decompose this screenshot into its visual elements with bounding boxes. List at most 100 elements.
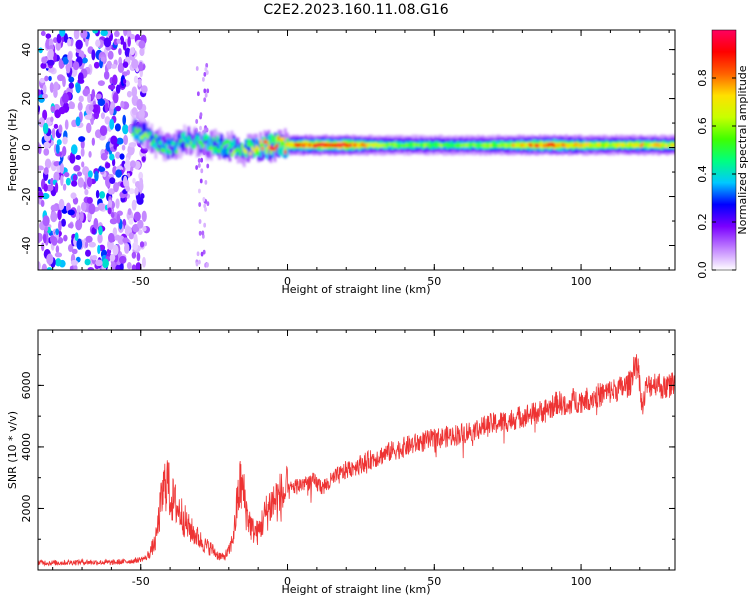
noise-blob: [107, 50, 114, 60]
ridge-cell: [228, 146, 232, 162]
ridge-cell: [131, 127, 135, 135]
ridge-cell: [222, 139, 226, 154]
noise-blob: [133, 211, 141, 222]
snr-x-axis-label: Height of straight line (km): [281, 583, 430, 596]
ridge-cell: [286, 138, 289, 146]
ridge-cell: [610, 142, 614, 147]
noise-blob: [100, 56, 106, 62]
noise-blob: [138, 61, 144, 72]
ridge-cell: [384, 143, 388, 148]
noise-blob: [38, 144, 42, 155]
ridge-cell: [473, 143, 476, 148]
ridge-cell: [584, 142, 587, 147]
ridge-cell: [479, 143, 482, 148]
ridge-cell: [210, 141, 213, 150]
ridge-cell: [292, 142, 295, 147]
ridge-cell: [431, 142, 435, 147]
ridge-cell: [353, 142, 357, 147]
ridge-cell: [645, 142, 649, 147]
noise-blob: [40, 62, 47, 69]
stripe-blob: [203, 97, 207, 103]
ridge-cell: [271, 135, 275, 143]
ridge-cell: [579, 143, 583, 148]
ridge-cell: [310, 143, 314, 148]
ridge-cell: [228, 139, 232, 148]
ridge-cell: [618, 142, 622, 147]
ridge-cell: [594, 143, 597, 148]
noise-blob: [126, 262, 132, 270]
noise-blob: [62, 183, 67, 191]
noise-blob: [85, 249, 91, 257]
noise-blob: [91, 254, 98, 261]
noise-blob: [69, 154, 76, 164]
ridge-cell: [168, 139, 172, 148]
ridge-cell: [442, 143, 445, 148]
ridge-cell: [452, 143, 456, 148]
noise-blob: [58, 59, 64, 69]
ridge-cell: [257, 147, 260, 152]
ridge-cell: [138, 134, 141, 143]
ridge-cell: [193, 144, 197, 149]
noise-blob: [92, 104, 99, 114]
ridge-cell: [596, 142, 599, 147]
ridge-cell: [255, 145, 258, 150]
ridge-cell: [489, 143, 493, 148]
noise-blob: [50, 177, 54, 187]
ridge-cell: [242, 148, 246, 153]
noise-blob: [137, 219, 144, 229]
noise-blob: [138, 40, 146, 49]
ridge-cell: [255, 147, 258, 156]
noise-blob: [48, 48, 54, 59]
ridge-cell: [158, 139, 162, 151]
noise-blob: [88, 151, 92, 158]
ridge-cell: [561, 142, 565, 147]
ridge-cell: [220, 145, 223, 150]
ridge-cell: [468, 143, 472, 148]
ridge-cell: [631, 142, 634, 147]
noise-blob: [43, 183, 48, 192]
noise-blob: [115, 151, 121, 159]
ridge-cell: [456, 143, 460, 148]
ridge-cell: [331, 143, 334, 148]
ridge-cell: [265, 146, 269, 155]
y-tick-label: -20: [20, 188, 33, 206]
ridge-cell: [325, 143, 328, 147]
noise-blob: [67, 209, 75, 216]
ridge-cell: [146, 136, 149, 151]
noise-blob: [40, 199, 45, 207]
noise-blob: [65, 177, 71, 186]
snr-panel: -50 0 50 100 2000 4000 6000 Height of straigh…: [6, 329, 676, 596]
ridge-cell: [329, 143, 332, 147]
noise-blob: [122, 114, 127, 126]
ridge-cell: [475, 143, 478, 148]
ridge-cell: [538, 143, 542, 148]
ridge-cell: [405, 143, 408, 147]
ridge-cell: [345, 143, 349, 148]
noise-blob: [107, 207, 112, 215]
ridge-cell: [637, 143, 641, 148]
stripe-blob: [200, 168, 204, 174]
noise-blob: [139, 241, 145, 248]
noise-blob: [64, 119, 69, 130]
noise-blob: [103, 37, 112, 48]
ridge-cell: [314, 143, 318, 148]
noise-blob: [54, 182, 59, 193]
noise-blob: [56, 33, 62, 44]
noise-blob: [131, 107, 138, 116]
ridge-cell: [662, 142, 665, 147]
noise-blob: [129, 33, 135, 40]
ridge-cell: [152, 140, 156, 149]
noise-blob: [59, 30, 66, 37]
ridge-cell: [341, 142, 345, 147]
ridge-cell: [503, 143, 507, 148]
ridge-cell: [544, 143, 548, 148]
ridge-cell: [294, 142, 297, 147]
ridge-cell: [335, 143, 339, 148]
noise-blob: [58, 124, 63, 134]
stripe-blob: [203, 222, 207, 228]
ridge-cell: [170, 137, 174, 146]
ridge-cell: [497, 143, 501, 148]
ridge-cell: [349, 143, 353, 147]
ridge-cell: [154, 142, 158, 150]
stripe-blob: [206, 88, 210, 94]
